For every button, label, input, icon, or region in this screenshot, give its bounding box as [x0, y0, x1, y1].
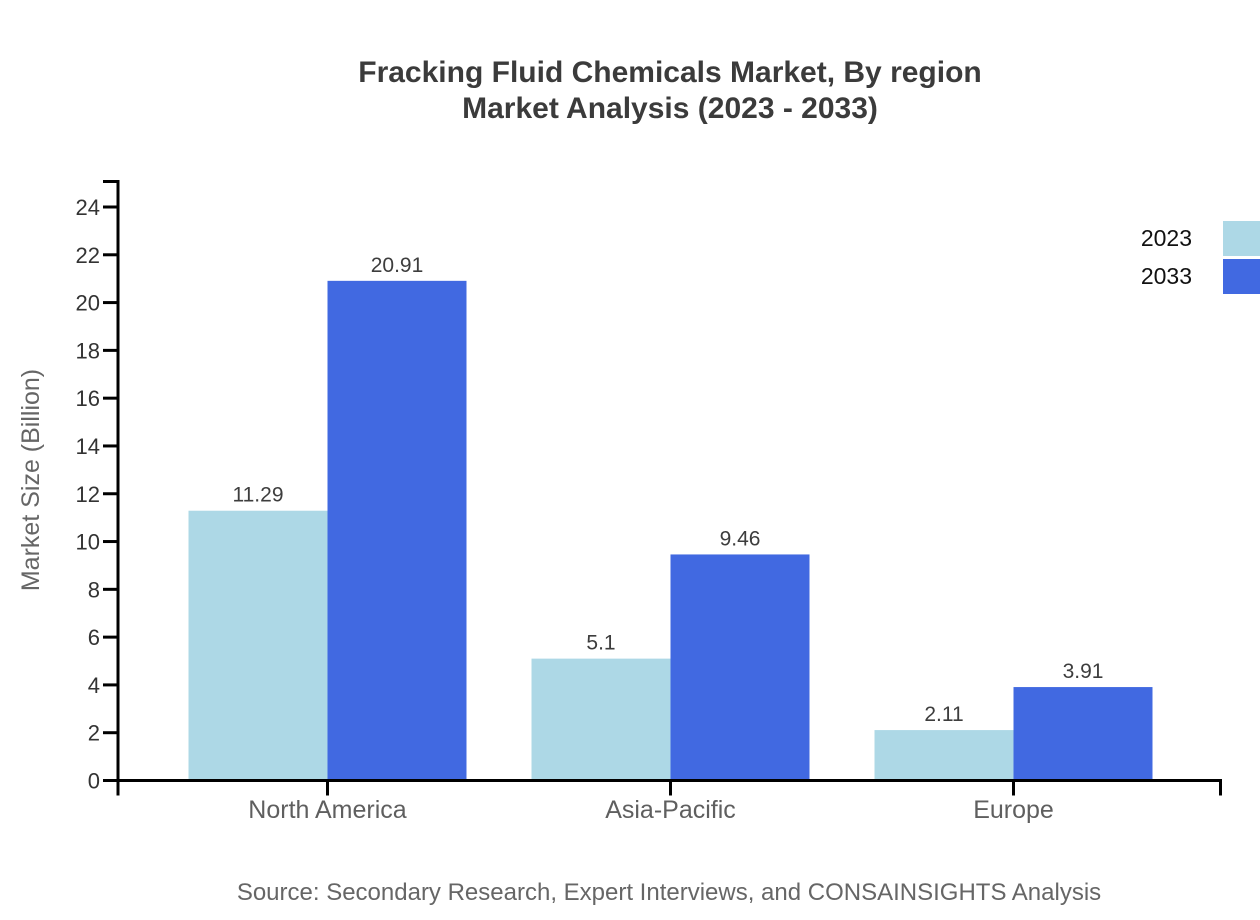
bar-value-label: 20.91 [371, 254, 424, 277]
bar-value-label: 2.11 [924, 703, 963, 726]
bar-2023-North America [188, 510, 328, 781]
y-tick-label: 4 [88, 673, 100, 698]
axes-group: North America Asia-Pacific Europe024681012… [76, 180, 1222, 824]
x-tick-label: Asia-Pacific [605, 796, 736, 824]
bar-value-label: 5.1 [586, 632, 615, 655]
bar-2033-Asia-Pacific [670, 554, 810, 781]
y-axis-title: Market Size (Billion) [17, 369, 45, 591]
y-tick-label: 14 [76, 434, 100, 459]
chart-title-line1: Fracking Fluid Chemicals Market, By regi… [358, 56, 982, 89]
legend-label-2023: 2023 [1141, 225, 1192, 251]
bar-2023-Europe [874, 730, 1014, 781]
legend-label-2033: 2033 [1141, 263, 1192, 289]
bar-value-label: 9.46 [720, 527, 761, 550]
y-tick-label: 12 [76, 482, 100, 507]
bar-value-label: 11.29 [233, 484, 284, 507]
source-note: Source: Secondary Research, Expert Inter… [237, 879, 1101, 906]
x-tick-label: North America [248, 796, 406, 824]
bars-group: 11.29 20.91 5.1 9.46 2.11 3.91 [188, 254, 1153, 781]
y-tick-label: 2 [88, 721, 100, 746]
chart-legend: 2023 2033 [1141, 221, 1260, 294]
bar-2033-North America [327, 280, 467, 781]
x-tick-label: Europe [973, 796, 1054, 824]
y-tick-label: 24 [76, 195, 100, 220]
bar-2023-Asia-Pacific [531, 658, 671, 781]
y-tick-label: 16 [76, 386, 100, 411]
bar-value-label: 3.91 [1063, 660, 1104, 683]
bar-2033-Europe [1013, 687, 1153, 781]
y-tick-label: 0 [88, 769, 100, 794]
y-tick-label: 10 [76, 530, 100, 555]
legend-swatch-2033 [1223, 259, 1260, 294]
y-tick-label: 8 [88, 577, 100, 602]
y-tick-label: 18 [76, 338, 100, 363]
legend-swatch-2023 [1223, 221, 1260, 256]
y-tick-label: 20 [76, 291, 100, 316]
y-tick-label: 22 [76, 243, 100, 268]
y-tick-label: 6 [88, 625, 100, 650]
chart-title-line2: Market Analysis (2023 - 2033) [462, 92, 878, 125]
